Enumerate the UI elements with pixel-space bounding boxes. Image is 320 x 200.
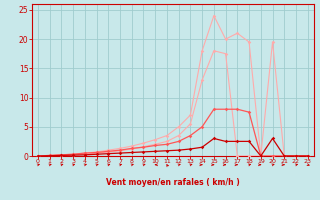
X-axis label: Vent moyen/en rafales ( km/h ): Vent moyen/en rafales ( km/h ) [106,178,240,187]
